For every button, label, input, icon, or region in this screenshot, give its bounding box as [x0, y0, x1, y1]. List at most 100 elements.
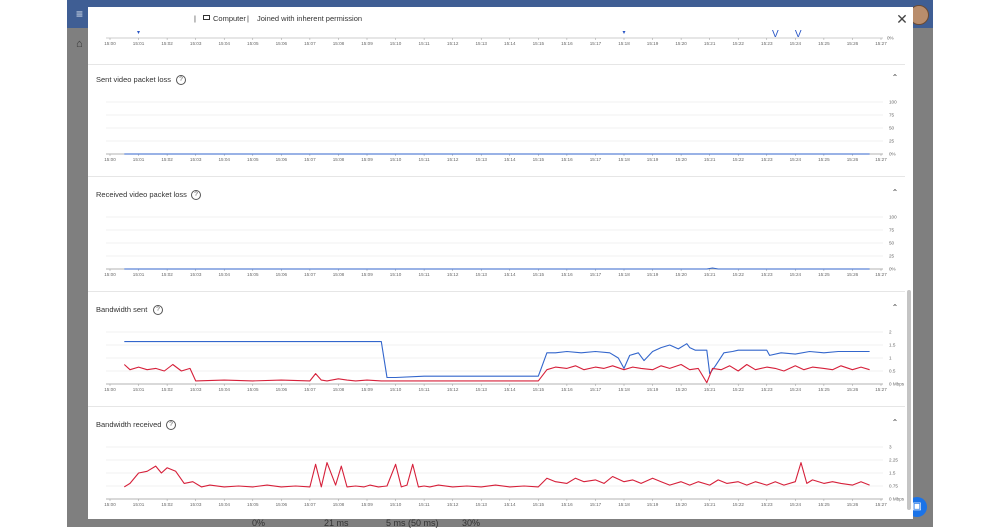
- x-tick-label: 15:02: [161, 272, 173, 277]
- x-tick-label: 15:03: [190, 157, 202, 162]
- computer-icon: [203, 15, 210, 20]
- x-tick-label: 15:11: [419, 157, 431, 162]
- x-tick-label: 15:05: [247, 41, 259, 46]
- stat-value: 21 ms: [324, 518, 349, 528]
- x-tick-label: 15:09: [361, 41, 373, 46]
- chevron-up-icon[interactable]: ⌃: [891, 418, 899, 427]
- series-line: [124, 462, 870, 488]
- x-tick-label: 15:18: [618, 387, 630, 392]
- bandwidth-sent-chart: 2 1.5 1 0.5 0 Mbps 15:00 15:01 15:02 15:03 15:04 1…: [104, 330, 905, 393]
- x-tick-label: 15:19: [647, 157, 659, 162]
- x-tick-label: 15:19: [647, 387, 659, 392]
- series-line: [123, 363, 870, 384]
- x-tick-label: 15:00: [104, 41, 116, 46]
- x-tick-label: 15:22: [732, 41, 744, 46]
- x-tick-label: 15:13: [475, 272, 487, 277]
- x-tick-label: 15:16: [561, 41, 573, 46]
- x-tick-label: 15:14: [504, 272, 516, 277]
- chevron-up-icon[interactable]: ⌃: [891, 73, 899, 82]
- chevron-up-icon[interactable]: ⌃: [891, 188, 899, 197]
- event-marker: V: [772, 29, 779, 40]
- y-tick-label: 100: [889, 215, 897, 220]
- y-tick-label: 1: [889, 356, 892, 361]
- x-tick-label: 15:05: [247, 157, 259, 162]
- x-tick-label: 15:03: [190, 502, 202, 507]
- x-tick-label: 15:16: [561, 157, 573, 162]
- x-tick-label: 15:14: [504, 387, 516, 392]
- y-tick-label: 0%: [889, 267, 896, 272]
- x-tick-label: 15:21: [704, 502, 716, 507]
- x-tick-label: 15:24: [790, 157, 802, 162]
- y-tick-label: 75: [889, 113, 895, 118]
- x-tick-label: 15:08: [333, 502, 345, 507]
- x-tick-label: 15:27: [875, 272, 887, 277]
- y-tick-label: 50: [889, 241, 895, 246]
- x-tick-label: 15:22: [732, 502, 744, 507]
- x-tick-label: 15:01: [133, 272, 145, 277]
- help-icon[interactable]: ?: [176, 75, 186, 85]
- device-label: Computer: [213, 14, 246, 23]
- x-tick-label: 15:02: [161, 41, 173, 46]
- section-title-bandwidth-sent: Bandwidth sent: [96, 305, 148, 314]
- x-tick-label: 15:27: [875, 502, 887, 507]
- chevron-up-icon[interactable]: ⌃: [891, 303, 899, 312]
- x-tick-label: 15:13: [475, 41, 487, 46]
- divider: [88, 176, 905, 177]
- x-tick-label: 15:26: [847, 157, 859, 162]
- x-tick-label: 15:26: [847, 272, 859, 277]
- permission-label: Joined with inherent permission: [257, 14, 363, 23]
- x-tick-label: 15:05: [247, 502, 259, 507]
- x-tick-label: 15:25: [818, 272, 830, 277]
- x-tick-label: 15:21: [704, 387, 716, 392]
- x-tick-label: 15:23: [761, 157, 773, 162]
- x-tick-label: 15:04: [218, 272, 230, 277]
- x-tick-label: 15:05: [247, 387, 259, 392]
- x-tick-label: 15:14: [504, 502, 516, 507]
- x-tick-label: 15:20: [675, 387, 687, 392]
- x-tick-label: 15:18: [618, 157, 630, 162]
- x-tick-label: 15:07: [304, 502, 316, 507]
- scrollbar-thumb[interactable]: [907, 290, 911, 510]
- y-tick-label: 0.75: [889, 484, 898, 489]
- details-dialog: [88, 7, 913, 519]
- x-tick-label: 15:03: [190, 41, 202, 46]
- home-icon[interactable]: ⌂: [76, 38, 83, 50]
- x-tick-label: 15:17: [590, 272, 602, 277]
- x-tick-label: 15:14: [504, 157, 516, 162]
- x-tick-label: 15:18: [618, 502, 630, 507]
- divider: [88, 291, 905, 292]
- x-tick-label: 15:04: [218, 387, 230, 392]
- x-tick-label: 15:16: [561, 502, 573, 507]
- help-icon[interactable]: ?: [166, 420, 176, 430]
- x-tick-label: 15:17: [590, 157, 602, 162]
- x-tick-label: 15:08: [333, 157, 345, 162]
- x-tick-label: 15:01: [133, 387, 145, 392]
- x-tick-label: 15:27: [875, 157, 887, 162]
- x-tick-label: 15:06: [276, 41, 288, 46]
- x-tick-label: 15:19: [647, 41, 659, 46]
- y-tick-label: 100: [889, 100, 897, 105]
- help-icon[interactable]: ?: [153, 305, 163, 315]
- x-tick-label: 15:26: [847, 41, 859, 46]
- help-icon[interactable]: ?: [191, 190, 201, 200]
- x-tick-label: 15:24: [790, 272, 802, 277]
- y-tick-label: 0 Mbps: [889, 497, 905, 502]
- x-tick-label: 15:22: [732, 387, 744, 392]
- x-tick-label: 15:27: [875, 41, 887, 46]
- x-tick-label: 15:02: [161, 502, 173, 507]
- x-tick-label: 15:23: [761, 41, 773, 46]
- x-tick-label: 15:21: [704, 157, 716, 162]
- x-tick-label: 15:25: [818, 502, 830, 507]
- x-tick-label: 15:19: [647, 272, 659, 277]
- x-tick-label: 15:10: [390, 41, 402, 46]
- menu-icon[interactable]: ≡: [76, 7, 84, 21]
- x-tick-label: 15:08: [333, 387, 345, 392]
- close-icon[interactable]: ✕: [896, 11, 908, 27]
- x-tick-label: 15:07: [304, 387, 316, 392]
- x-tick-label: 15:26: [847, 387, 859, 392]
- y-tick-label: 0 Mbps: [889, 382, 905, 387]
- x-tick-label: 15:04: [218, 41, 230, 46]
- x-tick-label: 15:12: [447, 502, 459, 507]
- y-tick-label: 50: [889, 126, 895, 131]
- y-tick-label: 2.25: [889, 458, 898, 463]
